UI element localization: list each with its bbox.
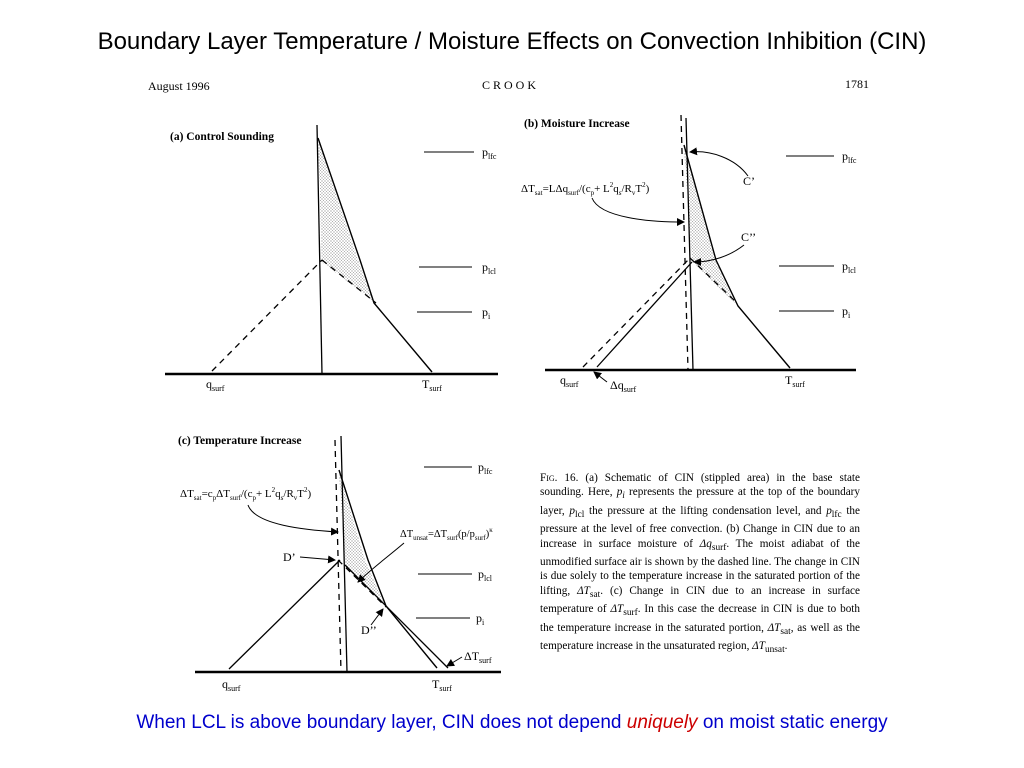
dqsurf-label-b: Δqsurf: [610, 378, 636, 394]
dry-adiabat-c: [228, 559, 341, 670]
moist-mixing-line-c: [337, 559, 387, 608]
journal-date: August 1996: [148, 79, 210, 93]
slide-footer-note: When LCL is above boundary layer, CIN do…: [0, 712, 1024, 734]
plfc-label-a: plfc: [482, 145, 497, 161]
dry-adiabat-a: [211, 259, 323, 372]
vertical-profile-line-b: [685, 117, 694, 371]
dqsurf-arrow-b: [593, 371, 608, 383]
modified-vertical-line-c: [334, 439, 342, 673]
footer-text-start: When LCL is above boundary layer, CIN do…: [136, 712, 627, 733]
pi-label-a: pi: [482, 305, 491, 321]
c-prime-marker: C’: [743, 174, 755, 188]
environment-sounding-b: [683, 144, 791, 369]
panel-a-control-sounding: (a) Control Sounding plfc plcl pi qsurf …: [165, 124, 498, 393]
c-double-prime-arrow: [693, 244, 745, 266]
plcl-label-a: plcl: [482, 260, 497, 276]
slide-title: Boundary Layer Temperature / Moisture Ef…: [97, 28, 927, 55]
dt-unsat-equation-c: ΔTunsat=ΔTsurf(p/psurf)κ: [400, 526, 493, 542]
warmed-parcel-line-c: [344, 564, 449, 669]
dtsurf-label-c: ΔTsurf: [464, 649, 492, 665]
panel-b-title: (b) Moisture Increase: [524, 118, 630, 130]
dt-sat-arrow-c: [247, 504, 339, 536]
footer-emphasis: uniquely: [626, 712, 698, 733]
dry-adiabat-b: [582, 257, 691, 368]
qsurf-label-c: qsurf: [222, 677, 241, 693]
pi-label-b: pi: [842, 304, 851, 320]
panel-b-moisture-increase: (b) Moisture Increase plfc plcl pi qsurf…: [521, 114, 857, 394]
d-double-prime-arrow: [370, 608, 384, 626]
vertical-profile-line-c: [340, 435, 348, 673]
panel-c-temperature-increase: (c) Temperature Increase plfc plcl pi qs…: [178, 435, 501, 693]
tsurf-label-c: Tsurf: [432, 677, 452, 693]
plcl-label-c: plcl: [478, 567, 493, 583]
moist-mixing-line-a: [321, 259, 377, 304]
plfc-label-b: plfc: [842, 149, 857, 165]
d-prime-arrow: [299, 555, 336, 564]
tsurf-label-b: Tsurf: [785, 373, 805, 389]
d-double-prime-marker: D’’: [361, 623, 377, 637]
page-number: 1781: [845, 77, 869, 91]
dt-sat-arrow-b: [591, 197, 685, 226]
vertical-profile-line-a: [316, 124, 323, 375]
panel-a-title: (a) Control Sounding: [170, 131, 274, 143]
author-name: CROOK: [482, 78, 539, 92]
cin-stippled-area-a: [318, 140, 373, 301]
figure-caption: Fig. 16. (a) Schematic of CIN (stippled …: [540, 472, 861, 656]
tsurf-label-a: Tsurf: [422, 377, 442, 393]
page-header: August 1996 CROOK 1781: [148, 77, 869, 93]
c-prime-arrow: [689, 147, 749, 177]
plfc-label-c: plfc: [478, 460, 493, 476]
qsurf-label-b: qsurf: [560, 373, 579, 389]
plcl-label-b: plcl: [842, 259, 857, 275]
dt-unsat-arrow-c: [357, 542, 405, 583]
dt-sat-equation-c: ΔTsat=cpΔTsurf/(cp+ L2qs/RvT2): [180, 486, 312, 502]
environment-sounding-a: [317, 137, 433, 373]
qsurf-label-a: qsurf: [206, 377, 225, 393]
modified-vertical-line-b: [680, 114, 689, 371]
c-double-prime-marker: C’’: [741, 230, 756, 244]
dtsurf-arrow-c: [446, 656, 463, 667]
panel-c-title: (c) Temperature Increase: [178, 435, 302, 447]
caption-figure-label: Fig. 16.: [540, 472, 579, 484]
dry-adiabat-moist-b: [596, 261, 693, 368]
pi-label-c: pi: [476, 611, 485, 627]
d-prime-marker: D’: [283, 550, 296, 564]
dt-sat-equation-b: ΔTsat=LΔqsurf/(cp+ L2qs/RvT2): [521, 181, 650, 197]
environment-sounding-c: [338, 469, 438, 669]
footer-text-end: on moist static energy: [697, 712, 888, 733]
